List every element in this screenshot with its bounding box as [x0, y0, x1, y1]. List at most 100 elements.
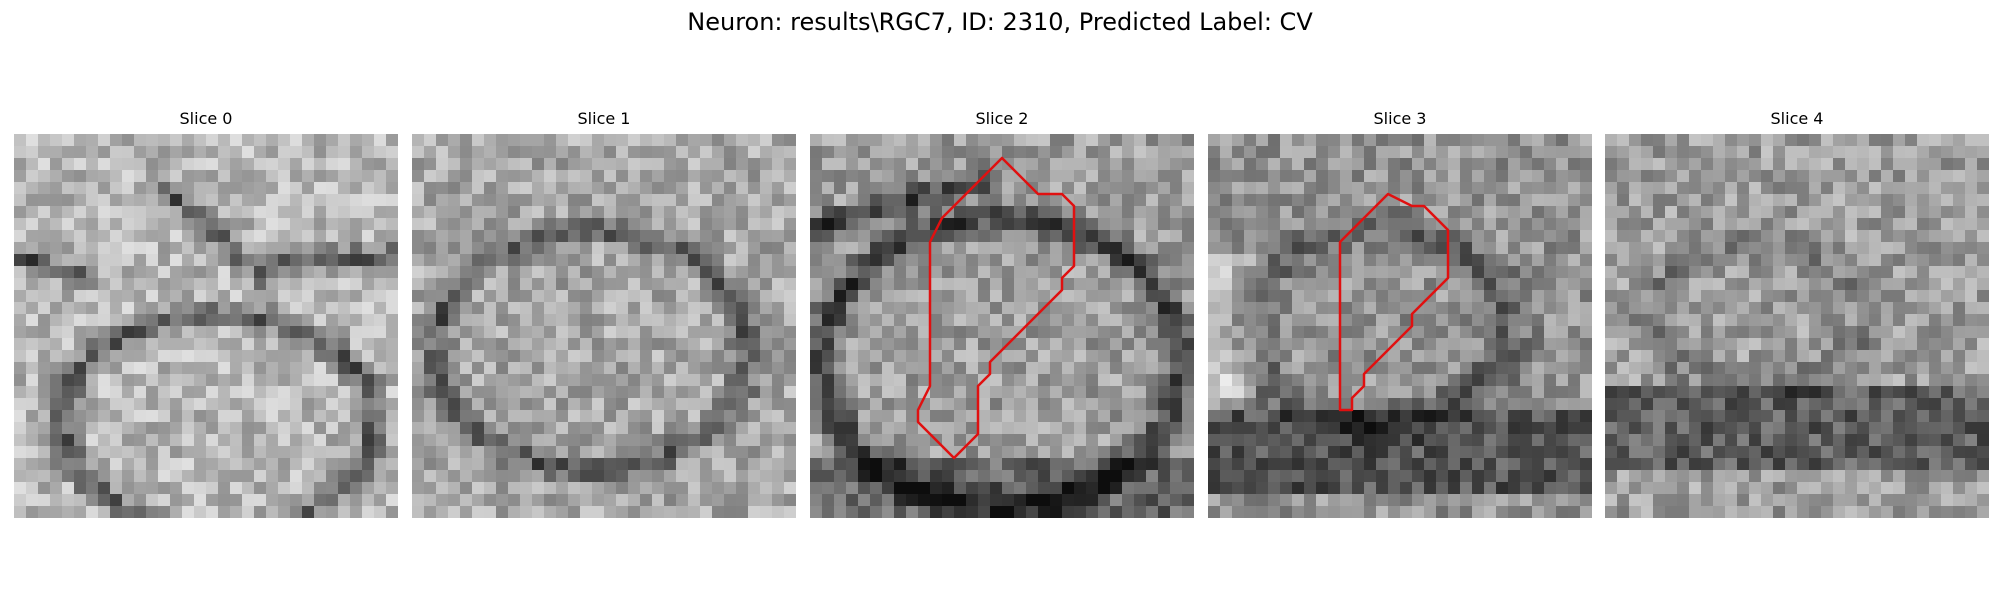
pixel-cell	[1544, 446, 1557, 459]
pixel-cell	[1026, 254, 1039, 267]
pixel-cell	[1146, 206, 1159, 219]
pixel-cell	[1689, 230, 1702, 243]
pixel-cell	[1170, 482, 1183, 495]
pixel-cell	[1941, 182, 1954, 195]
pixel-cell	[556, 194, 569, 207]
pixel-cell	[1376, 218, 1389, 231]
pixel-cell	[1110, 374, 1123, 387]
pixel-cell	[1146, 458, 1159, 471]
pixel-cell	[1232, 290, 1245, 303]
pixel-cell	[1929, 302, 1942, 315]
pixel-cell	[194, 410, 207, 423]
pixel-cell	[266, 218, 279, 231]
pixel-cell	[386, 494, 398, 507]
pixel-cell	[448, 134, 461, 147]
pixel-cell	[98, 206, 111, 219]
pixel-cell	[314, 386, 327, 399]
pixel-cell	[1761, 458, 1774, 471]
pixel-cell	[1304, 362, 1317, 375]
pixel-cell	[1929, 398, 1942, 411]
pixel-cell	[472, 506, 485, 518]
pixel-cell	[1701, 146, 1714, 159]
pixel-cell	[1304, 170, 1317, 183]
pixel-cell	[834, 170, 847, 183]
pixel-cell	[1677, 374, 1690, 387]
pixel-cell	[146, 158, 159, 171]
pixel-cell	[1134, 458, 1147, 471]
pixel-cell	[1158, 170, 1171, 183]
pixel-cell	[134, 506, 147, 518]
pixel-cell	[894, 242, 907, 255]
pixel-cell	[424, 434, 437, 447]
pixel-cell	[1014, 470, 1027, 483]
pixel-cell	[1376, 434, 1389, 447]
pixel-cell	[1821, 422, 1834, 435]
pixel-cell	[1448, 182, 1461, 195]
pixel-cell	[1580, 422, 1592, 435]
pixel-cell	[1532, 254, 1545, 267]
pixel-cell	[1376, 506, 1389, 518]
pixel-cell	[1316, 398, 1329, 411]
pixel-cell	[810, 194, 823, 207]
pixel-cell	[930, 374, 943, 387]
pixel-cell	[772, 314, 785, 327]
pixel-cell	[1845, 302, 1858, 315]
pixel-cell	[460, 458, 473, 471]
pixel-cell	[1364, 338, 1377, 351]
pixel-cell	[628, 374, 641, 387]
pixel-cell	[374, 434, 387, 447]
pixel-cell	[640, 170, 653, 183]
pixel-cell	[230, 266, 243, 279]
pixel-cell	[158, 446, 171, 459]
pixel-cell	[784, 362, 796, 375]
pixel-cell	[134, 314, 147, 327]
pixel-cell	[1074, 206, 1087, 219]
pixel-cell	[930, 146, 943, 159]
pixel-cell	[640, 422, 653, 435]
pixel-cell	[966, 170, 979, 183]
pixel-cell	[748, 314, 761, 327]
pixel-cell	[38, 242, 51, 255]
pixel-cell	[906, 266, 919, 279]
pixel-cell	[1821, 374, 1834, 387]
pixel-cell	[242, 374, 255, 387]
pixel-cell	[1917, 362, 1930, 375]
pixel-cell	[1641, 398, 1654, 411]
pixel-cell	[386, 206, 398, 219]
pixel-cell	[230, 362, 243, 375]
pixel-cell	[122, 194, 135, 207]
pixel-cell	[230, 446, 243, 459]
pixel-cell	[1556, 434, 1569, 447]
pixel-cell	[1292, 434, 1305, 447]
pixel-cell	[242, 230, 255, 243]
pixel-cell	[1086, 398, 1099, 411]
pixel-cell	[1388, 350, 1401, 363]
pixel-cell	[1280, 134, 1293, 147]
pixel-cell	[1014, 158, 1027, 171]
pixel-cell	[760, 278, 773, 291]
pixel-cell	[350, 158, 363, 171]
pixel-cell	[1833, 254, 1846, 267]
pixel-cell	[1352, 182, 1365, 195]
pixel-cell	[628, 410, 641, 423]
pixel-cell	[1809, 230, 1822, 243]
pixel-cell	[760, 350, 773, 363]
pixel-cell	[1893, 254, 1906, 267]
pixel-cell	[508, 338, 521, 351]
pixel-cell	[314, 302, 327, 315]
pixel-cell	[1268, 410, 1281, 423]
pixel-cell	[1182, 422, 1194, 435]
pixel-cell	[1208, 206, 1221, 219]
pixel-cell	[1448, 290, 1461, 303]
pixel-cell	[1641, 158, 1654, 171]
pixel-cell	[1761, 422, 1774, 435]
pixel-cell	[724, 458, 737, 471]
pixel-cell	[194, 446, 207, 459]
pixel-cell	[424, 386, 437, 399]
pixel-cell	[350, 362, 363, 375]
pixel-cell	[906, 254, 919, 267]
pixel-cell	[810, 398, 823, 411]
pixel-cell	[930, 278, 943, 291]
pixel-cell	[918, 242, 931, 255]
pixel-cell	[278, 134, 291, 147]
